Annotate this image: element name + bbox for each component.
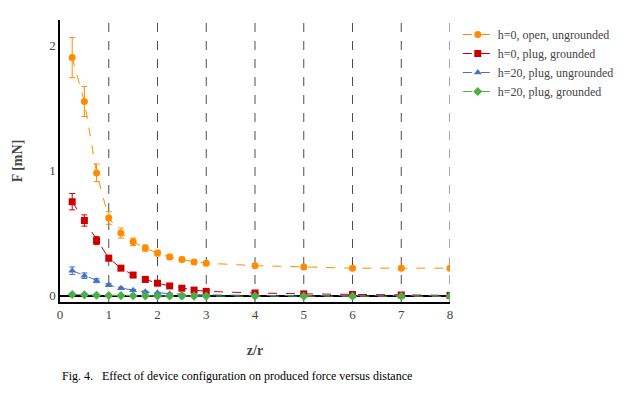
svg-text:4: 4 [252, 307, 259, 322]
svg-text:F [mN]: F [mN] [10, 140, 25, 183]
svg-text:2: 2 [154, 307, 161, 322]
svg-text:1: 1 [49, 163, 56, 178]
svg-text:0: 0 [49, 288, 56, 303]
svg-text:h=20, plug, ungrounded: h=20, plug, ungrounded [498, 66, 613, 80]
svg-text:Fig. 4. Effect of device con: Fig. 4. Effect of device configuration o… [62, 369, 412, 383]
svg-text:8: 8 [447, 307, 454, 322]
svg-text:h=0, plug, grounded: h=0, plug, grounded [498, 47, 595, 61]
svg-text:h=20, plug, grounded: h=20, plug, grounded [498, 85, 601, 99]
svg-text:3: 3 [203, 307, 210, 322]
svg-text:5: 5 [301, 307, 308, 322]
svg-text:7: 7 [398, 307, 405, 322]
svg-text:h=0, open, ungrounded: h=0, open, ungrounded [498, 28, 609, 42]
svg-text:z/r: z/r [247, 343, 263, 358]
svg-text:2: 2 [49, 38, 56, 53]
svg-text:1: 1 [106, 307, 113, 322]
svg-text:0: 0 [57, 307, 64, 322]
svg-text:6: 6 [349, 307, 356, 322]
